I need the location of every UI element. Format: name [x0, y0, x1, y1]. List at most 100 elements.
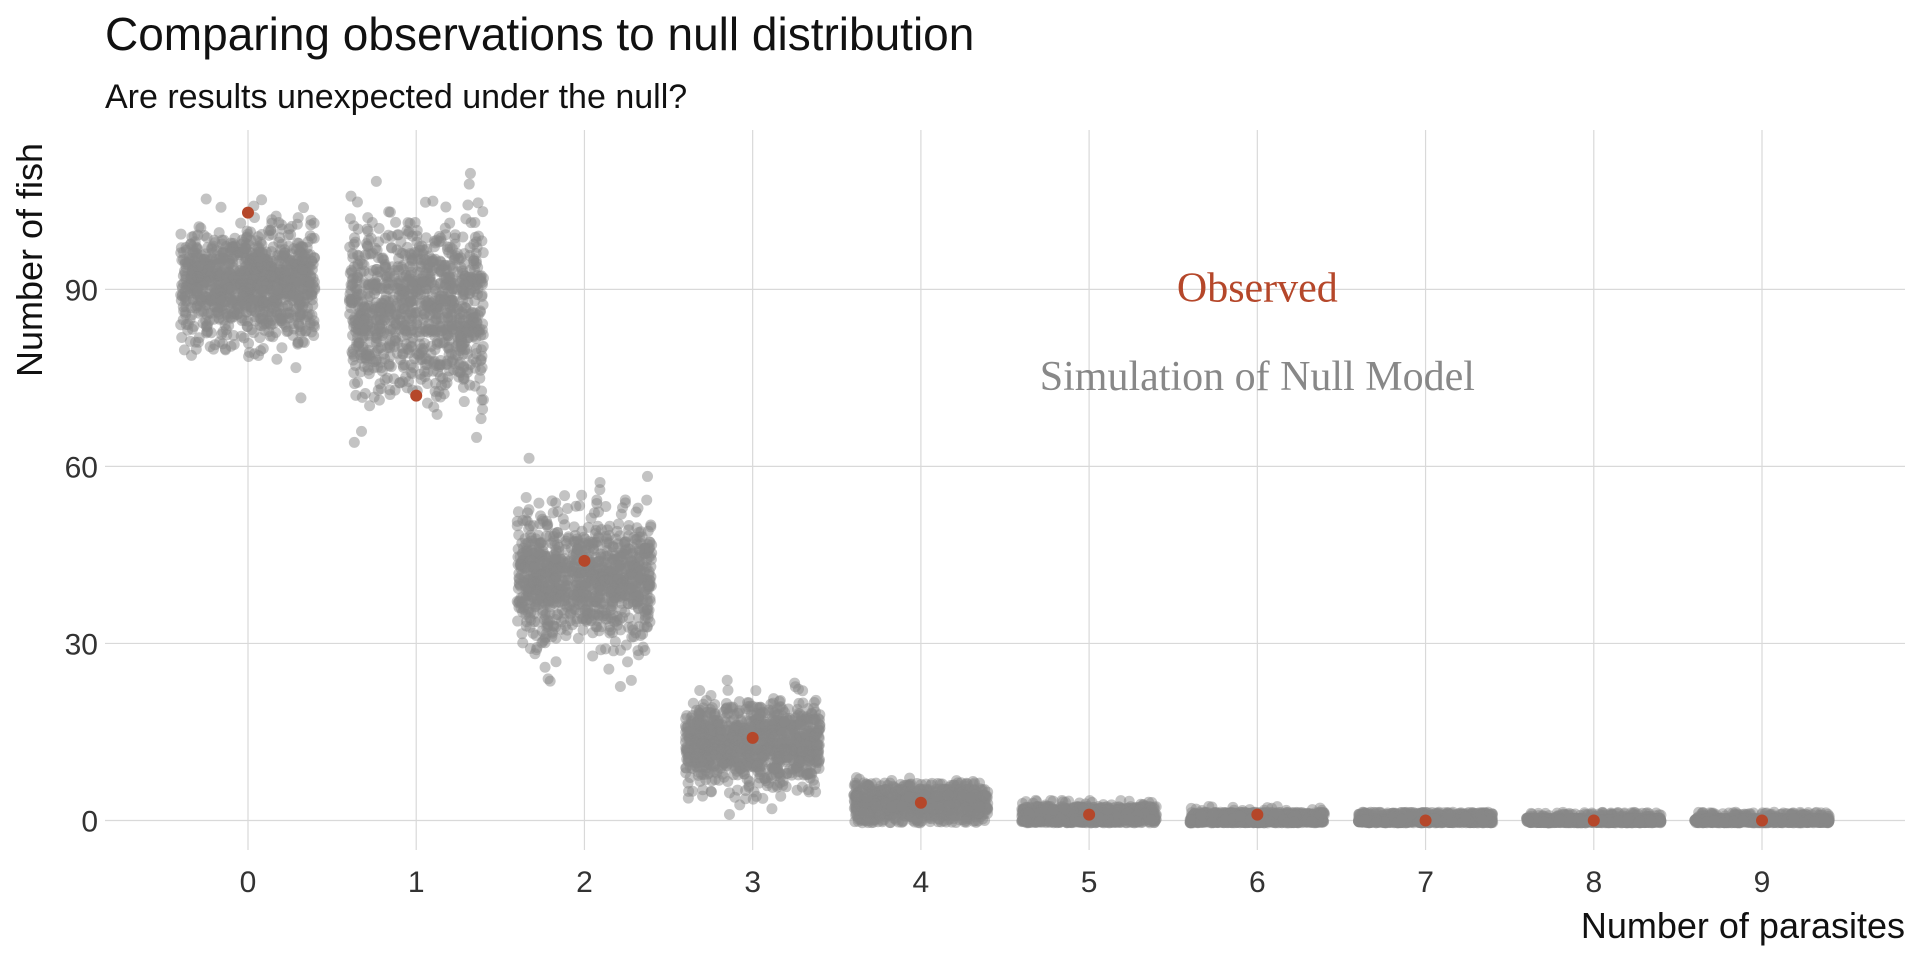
- simulation-point: [595, 580, 607, 592]
- simulation-point: [518, 571, 530, 583]
- simulation-point: [389, 308, 401, 320]
- simulation-point: [370, 297, 382, 309]
- simulation-point: [591, 494, 603, 506]
- simulation-point: [215, 201, 227, 213]
- simulation-point: [757, 734, 769, 746]
- simulation-point: [562, 502, 574, 514]
- simulation-point: [211, 303, 223, 315]
- simulation-point: [420, 232, 432, 244]
- simulation-point: [757, 792, 769, 804]
- simulation-point: [613, 518, 625, 530]
- simulation-point: [551, 609, 563, 621]
- simulation-point: [405, 366, 417, 378]
- simulation-point: [452, 338, 464, 350]
- simulation-point: [363, 234, 375, 246]
- simulation-point: [632, 590, 644, 602]
- simulation-point: [295, 392, 307, 404]
- simulation-point: [298, 202, 310, 214]
- simulation-point: [730, 719, 742, 731]
- simulation-point: [769, 763, 781, 775]
- simulation-point: [305, 219, 317, 231]
- simulation-point: [226, 241, 238, 253]
- simulation-point: [204, 341, 216, 353]
- simulation-point: [217, 326, 229, 338]
- simulation-point: [560, 565, 572, 577]
- simulation-point: [177, 314, 189, 326]
- simulation-point: [428, 401, 440, 413]
- simulation-point: [511, 520, 523, 532]
- simulation-point: [238, 332, 250, 344]
- simulation-point: [523, 504, 535, 516]
- simulation-point: [178, 344, 190, 356]
- simulation-point: [186, 270, 198, 282]
- simulation-point: [723, 808, 735, 820]
- simulation-point: [774, 694, 786, 706]
- simulation-point: [713, 718, 725, 730]
- simulation-point: [520, 491, 532, 503]
- simulation-point: [609, 616, 621, 628]
- simulation-point: [777, 704, 789, 716]
- simulation-point: [356, 425, 368, 437]
- simulation-point: [298, 250, 310, 262]
- simulation-point: [584, 591, 596, 603]
- simulation-point: [393, 278, 405, 290]
- simulation-point: [405, 319, 417, 331]
- simulation-point: [550, 656, 562, 668]
- simulation-point: [347, 248, 359, 260]
- simulation-point: [470, 257, 482, 269]
- simulation-point: [722, 684, 734, 696]
- simulation-point: [228, 329, 240, 341]
- simulation-point: [292, 293, 304, 305]
- simulation-point: [218, 314, 230, 326]
- simulation-point: [266, 228, 278, 240]
- simulation-point: [457, 294, 469, 306]
- simulation-point: [477, 340, 489, 352]
- simulation-point: [694, 719, 706, 731]
- simulation-point: [261, 278, 273, 290]
- simulation-point: [796, 781, 808, 793]
- simulation-point: [684, 762, 696, 774]
- simulation-point: [567, 595, 579, 607]
- simulation-point: [419, 359, 431, 371]
- simulation-point: [409, 216, 421, 228]
- simulation-point: [615, 584, 627, 596]
- simulation-point: [307, 299, 319, 311]
- simulation-point: [812, 748, 824, 760]
- simulation-point: [642, 612, 654, 624]
- simulation-point: [888, 812, 900, 824]
- simulation-point: [188, 320, 200, 332]
- simulation-point: [475, 329, 487, 341]
- simulation-point: [532, 529, 544, 541]
- simulation-point: [201, 232, 213, 244]
- simulation-point: [781, 726, 793, 738]
- simulation-point: [524, 520, 536, 532]
- simulation-point: [766, 803, 778, 815]
- simulation-point: [346, 346, 358, 358]
- simulation-point: [384, 335, 396, 347]
- simulation-points: [175, 167, 1835, 829]
- simulation-point: [520, 584, 532, 596]
- simulation-point: [576, 489, 588, 501]
- simulation-point: [348, 367, 360, 379]
- simulation-point: [523, 603, 535, 615]
- simulation-point: [623, 530, 635, 542]
- simulation-point: [289, 255, 301, 267]
- simulation-point: [213, 227, 225, 239]
- simulation-point: [645, 521, 657, 533]
- simulation-point: [592, 520, 604, 532]
- simulation-point: [381, 276, 393, 288]
- simulation-point: [203, 315, 215, 327]
- simulation-point: [614, 574, 626, 586]
- simulation-point: [371, 263, 383, 275]
- simulation-point: [455, 252, 467, 264]
- simulation-point: [517, 637, 529, 649]
- simulation-point: [345, 264, 357, 276]
- simulation-point: [512, 506, 524, 518]
- simulation-point: [198, 254, 210, 266]
- simulation-point: [175, 228, 187, 240]
- simulation-point: [308, 232, 320, 244]
- simulation-point: [426, 324, 438, 336]
- simulation-point: [472, 197, 484, 209]
- simulation-point: [286, 312, 298, 324]
